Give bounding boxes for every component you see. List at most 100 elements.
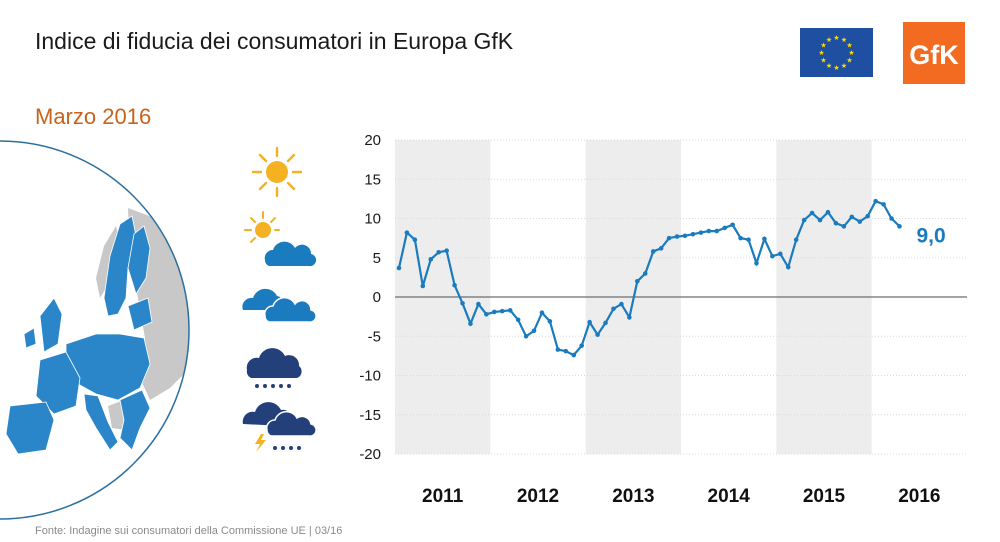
data-point: [412, 237, 418, 242]
data-point: [627, 315, 632, 320]
eu-star-icon: ★: [846, 42, 852, 50]
data-point: [650, 249, 656, 254]
data-point: [722, 225, 727, 231]
data-point: [778, 251, 783, 257]
y-tick-label: -20: [359, 446, 381, 463]
eu-star-icon: ★: [841, 36, 847, 44]
data-point: [762, 236, 767, 242]
source-note: Fonte: Indagine sui consumatori della Co…: [35, 525, 343, 537]
last-value-label: 9,0: [916, 224, 945, 247]
data-point: [897, 224, 902, 229]
eu-star-icon: ★: [820, 57, 826, 65]
data-point: [515, 317, 521, 323]
europe-map: [0, 140, 190, 520]
data-point: [460, 300, 465, 306]
data-point: [873, 198, 878, 204]
data-point: [706, 228, 712, 234]
data-point: [452, 282, 457, 288]
data-point: [825, 209, 831, 215]
data-point: [793, 237, 799, 242]
x-year-label: 2014: [708, 486, 751, 507]
data-point: [785, 264, 791, 270]
data-point: [611, 306, 616, 312]
data-point: [881, 202, 886, 207]
map-baltics: [127, 297, 153, 331]
series-line: [397, 199, 901, 357]
y-tick-label: 0: [373, 289, 381, 306]
data-point: [547, 319, 553, 324]
x-year-label: 2012: [517, 486, 559, 507]
data-point: [603, 320, 608, 326]
eu-flag-logo: ★ ★★★★★★★★★★★: [800, 28, 873, 77]
data-point: [642, 271, 648, 276]
x-year-label: 2013: [612, 486, 654, 507]
gfk-logo: GfK: [903, 22, 965, 84]
data-point: [420, 283, 426, 289]
eu-star-icon: ★: [826, 36, 832, 44]
x-year-label: 2011: [422, 486, 464, 507]
sun-icon: [251, 146, 303, 198]
data-point: [476, 301, 481, 307]
weather-icon-scale: [242, 146, 317, 452]
data-point: [428, 257, 434, 262]
data-point: [746, 237, 751, 242]
map-southeast: [119, 389, 151, 451]
sun-cloud-icon: [244, 211, 317, 267]
data-point: [619, 301, 624, 307]
eu-star-icon: ★: [833, 64, 839, 72]
y-tick-label: 15: [364, 171, 381, 188]
gfk-logo-text: GfK: [909, 40, 959, 70]
data-point: [674, 234, 680, 239]
data-point: [730, 222, 735, 228]
data-point: [833, 220, 839, 226]
data-point: [738, 235, 743, 241]
data-point: [658, 246, 664, 251]
map-iberia: [5, 401, 55, 455]
data-point: [436, 249, 441, 255]
y-tick-label: 5: [373, 250, 381, 267]
eu-star-icon: ★: [848, 49, 854, 57]
data-point: [404, 230, 410, 235]
data-point: [468, 321, 473, 326]
eu-star-icon: ★: [818, 49, 824, 57]
data-point: [492, 309, 497, 315]
data-point: [889, 216, 894, 221]
eu-star-icon: ★: [841, 62, 847, 70]
data-point: [754, 260, 759, 266]
storm-cloud-icon: [242, 402, 317, 452]
data-point: [531, 328, 537, 334]
y-tick-label: -5: [368, 328, 381, 345]
y-tick-label: 20: [364, 132, 381, 149]
data-point: [444, 248, 449, 253]
data-point: [841, 224, 847, 229]
data-point: [801, 217, 807, 223]
data-point: [595, 332, 600, 337]
data-point: [579, 343, 584, 348]
eu-star-icon: ★: [820, 42, 826, 50]
page-title: Indice di fiducia dei consumatori in Eur…: [35, 28, 514, 54]
data-point: [539, 310, 545, 315]
map-finland: [127, 225, 151, 295]
rain-cloud-icon: [246, 348, 302, 388]
y-tick-label: 10: [364, 211, 381, 228]
y-tick-label: -10: [359, 368, 381, 385]
eu-star-icon: ★: [826, 62, 832, 70]
data-point: [563, 348, 569, 354]
data-point: [770, 253, 775, 259]
data-point: [635, 279, 640, 284]
data-point: [817, 217, 823, 223]
data-point: [849, 214, 855, 220]
data-point: [396, 265, 402, 271]
data-point: [555, 347, 561, 352]
data-point: [682, 233, 688, 239]
data-point: [499, 308, 505, 314]
map-italy: [83, 393, 119, 451]
data-point: [523, 333, 529, 339]
x-year-label: 2015: [803, 486, 846, 507]
data-point: [484, 311, 489, 317]
page-subtitle: Marzo 2016: [35, 104, 152, 129]
y-tick-label: -15: [359, 407, 381, 424]
data-point: [857, 219, 863, 224]
eu-star-icon: ★: [833, 34, 839, 42]
